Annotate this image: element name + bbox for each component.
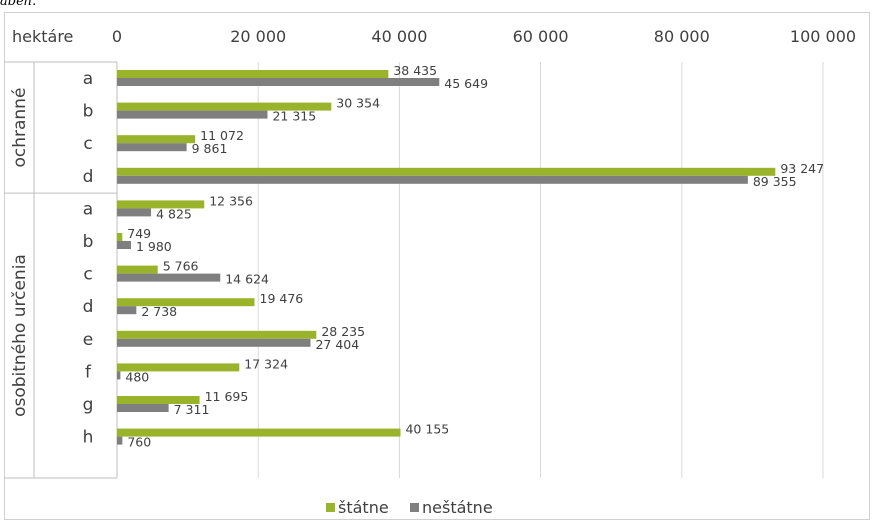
data-label: 480 [125, 369, 149, 384]
category-label: f [85, 362, 92, 382]
bar-statne [117, 200, 205, 209]
data-label: 1 980 [136, 239, 172, 254]
data-label: 11 695 [205, 389, 249, 404]
data-label: 17 324 [244, 356, 288, 371]
data-label: 45 649 [444, 76, 488, 91]
bar-nestatne [117, 175, 748, 184]
data-label: 19 476 [260, 291, 304, 306]
bar-nestatne [117, 371, 121, 380]
bar-statne [117, 102, 332, 111]
x-tick-label: 60 000 [513, 27, 569, 46]
data-label: 21 315 [272, 109, 316, 124]
chart-frame [4, 12, 870, 520]
data-label: 760 [127, 435, 151, 450]
data-label: 5 766 [163, 259, 199, 274]
legend-label-nestatne: neštátne [422, 498, 493, 517]
data-label: 30 354 [336, 96, 380, 111]
data-label: 27 404 [315, 337, 359, 352]
top-text-fragment: abeh. [0, 0, 37, 9]
category-label: g [83, 395, 94, 415]
data-label: 4 825 [156, 206, 192, 221]
bar-nestatne [117, 273, 221, 282]
legend-label-statne: štátne [338, 498, 389, 517]
bar-nestatne [117, 338, 311, 347]
unit-label: hektáre [12, 27, 73, 46]
bar-statne [117, 167, 776, 176]
x-tick-label: 20 000 [230, 27, 286, 46]
category-label: h [83, 428, 94, 448]
bar-statne [117, 428, 401, 437]
category-label: d [83, 167, 94, 187]
data-label: 11 072 [200, 128, 244, 143]
bar-nestatne [117, 436, 123, 445]
data-label: 40 155 [405, 422, 449, 437]
data-label: 12 356 [209, 193, 253, 208]
bar-statne [117, 396, 200, 404]
bar-nestatne [117, 78, 440, 86]
bar-nestatne [117, 306, 137, 315]
data-label: 749 [127, 226, 151, 241]
legend-swatch-statne [326, 503, 335, 512]
bar-statne [117, 233, 123, 241]
data-label: 2 738 [141, 304, 177, 319]
bar-statne [117, 363, 240, 372]
bar-nestatne [117, 110, 268, 119]
category-label: b [83, 232, 94, 252]
category-label: c [83, 265, 92, 285]
category-label: a [83, 69, 93, 89]
data-label: 28 235 [321, 324, 365, 339]
bar-nestatne [117, 208, 152, 217]
bar-statne [117, 298, 255, 307]
bar-statne [117, 330, 317, 339]
x-tick-label: 100 000 [790, 27, 856, 46]
legend-swatch-nestatne [410, 503, 419, 512]
data-label: 9 861 [192, 141, 228, 156]
bar-nestatne [117, 241, 131, 249]
category-label: a [83, 199, 93, 219]
data-label: 38 435 [393, 63, 437, 78]
bar-statne [117, 265, 158, 274]
group-label: osobitného určenia [10, 254, 30, 417]
x-tick-label: 0 [112, 27, 122, 46]
bar-nestatne [117, 143, 187, 152]
category-label: c [83, 134, 92, 154]
bar-nestatne [117, 404, 169, 412]
x-tick-label: 40 000 [371, 27, 427, 46]
data-label: 14 624 [225, 272, 269, 287]
data-label: 93 247 [780, 161, 824, 176]
group-label: ochranné [10, 88, 30, 168]
category-label: b [83, 102, 94, 122]
x-tick-label: 80 000 [654, 27, 710, 46]
bar-statne [117, 70, 389, 78]
category-label: d [83, 297, 94, 317]
data-label: 89 355 [753, 174, 797, 189]
category-label: e [83, 330, 93, 350]
data-label: 7 311 [174, 402, 210, 417]
bar-statne [117, 135, 196, 144]
